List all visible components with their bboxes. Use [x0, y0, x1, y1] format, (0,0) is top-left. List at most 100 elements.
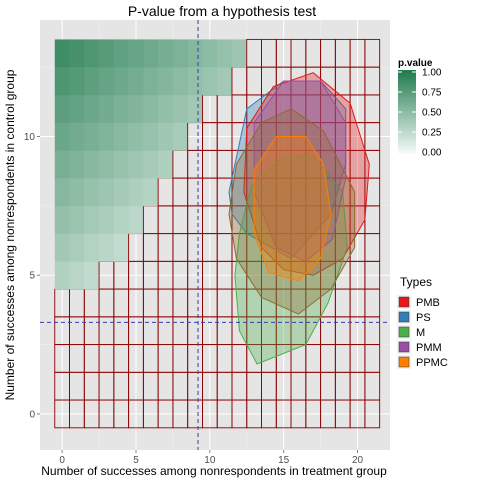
pvalue-cell — [113, 94, 129, 123]
pvalue-cell — [113, 233, 129, 262]
pvalue-cell — [69, 261, 85, 290]
legend: Types PMB PS M PMM PPMC — [397, 275, 448, 369]
region-m — [234, 155, 348, 365]
x-tick-label: 20 — [352, 455, 364, 466]
y-axis-label: Number of successes among nonrespondents… — [3, 69, 17, 400]
pvalue-cell — [99, 39, 115, 68]
pvalue-cell — [143, 122, 159, 151]
legend-swatch — [398, 311, 410, 323]
colorbar-tick-label: 0.25 — [422, 128, 442, 139]
colorbar-title: p.value — [398, 58, 433, 69]
pvalue-cell — [69, 205, 85, 234]
pvalue-cell — [128, 205, 144, 234]
pvalue-cell — [172, 122, 188, 151]
colorbar-gradient — [398, 70, 416, 154]
chart-title: P-value from a hypothesis test — [128, 3, 316, 19]
pvalue-cell — [69, 150, 85, 179]
pvalue-cell — [99, 122, 115, 151]
y-axis-ticks: 0 5 10 — [24, 132, 40, 420]
pvalue-cell — [187, 94, 203, 123]
pvalue-cell — [54, 205, 70, 234]
x-tick-label: 15 — [278, 455, 290, 466]
pvalue-cell — [128, 150, 144, 179]
pvalue-cell — [143, 39, 159, 68]
pvalue-cell — [84, 233, 100, 262]
pvalue-cell — [128, 178, 144, 207]
pvalue-cell — [84, 122, 100, 151]
pvalue-cell — [231, 39, 248, 68]
pvalue-cell — [84, 261, 100, 290]
pvalue-cell — [202, 39, 218, 68]
colorbar-tick-label: 0.50 — [422, 108, 442, 119]
legend-items: PMB PS M PMM PPMC — [397, 295, 448, 369]
pvalue-cell — [113, 67, 129, 96]
pvalue-cell — [172, 94, 188, 123]
pvalue-cell — [187, 39, 203, 68]
pvalue-cell — [99, 94, 115, 123]
region-pmm — [253, 80, 347, 262]
pvalue-cell — [99, 150, 115, 179]
legend-label: PMM — [416, 342, 442, 354]
legend-swatch — [398, 296, 410, 308]
legend-swatch — [398, 341, 410, 353]
pvalue-cell — [54, 67, 70, 96]
pvalue-cell — [158, 94, 174, 123]
y-tick-label: 5 — [29, 271, 35, 282]
y-tick-label: 10 — [24, 132, 36, 143]
pvalue-cell — [99, 178, 115, 207]
legend-label: M — [416, 327, 425, 339]
pvalue-cell — [69, 94, 85, 123]
colorbar-tick-label: 1.00 — [422, 68, 442, 79]
pvalue-cell — [69, 67, 85, 96]
pvalue-cell — [54, 233, 70, 262]
pvalue-cell — [217, 39, 233, 68]
pvalue-cell — [202, 67, 218, 96]
pvalue-cell — [113, 39, 129, 68]
pvalue-cell — [54, 178, 70, 207]
pvalue-cell — [172, 67, 188, 96]
pvalue-cell — [54, 94, 70, 123]
pvalue-cell — [143, 94, 159, 123]
pvalue-cell — [128, 67, 144, 96]
pvalue-cell — [128, 39, 144, 68]
pvalue-cell — [128, 94, 144, 123]
pvalue-cell — [99, 67, 115, 96]
x-tick-label: 10 — [204, 455, 216, 466]
colorbar-ticks: 1.00 0.75 0.50 0.25 0.00 — [398, 68, 442, 159]
pvalue-cell — [69, 122, 85, 151]
pvalue-cell — [84, 67, 100, 96]
pvalue-cell — [84, 150, 100, 179]
type-regions — [228, 72, 370, 365]
pvalue-cell — [158, 122, 174, 151]
heatmap-cells — [54, 38, 381, 429]
reference-lines — [40, 20, 390, 450]
pvalue-cell — [69, 178, 85, 207]
colorbar: p.value 1.00 0.75 0.50 0.25 0.00 — [398, 58, 442, 159]
y-tick-label: 0 — [29, 409, 35, 420]
heatmap-cell — [364, 38, 381, 68]
pvalue-cell — [69, 233, 85, 262]
pvalue-cell — [158, 150, 174, 179]
pvalue-cell — [113, 122, 129, 151]
pvalue-cell — [54, 39, 70, 68]
pvalue-cell — [54, 150, 70, 179]
pvalue-cell — [143, 178, 159, 207]
pvalue-cell — [158, 39, 174, 68]
pvalue-cell — [99, 205, 115, 234]
legend-swatch — [398, 356, 410, 368]
pvalue-cell — [84, 94, 100, 123]
legend-swatch — [398, 326, 410, 338]
x-tick-label: 5 — [133, 455, 139, 466]
colorbar-tick-label: 0.75 — [422, 88, 442, 99]
pvalue-cell — [113, 150, 129, 179]
legend-title: Types — [400, 275, 432, 289]
pvalue-cell — [84, 178, 100, 207]
legend-label: PPMC — [416, 357, 448, 369]
legend-label: PS — [416, 312, 431, 324]
pvalue-cell — [84, 39, 100, 68]
region-ppmc — [253, 136, 332, 282]
pvalue-cell — [99, 233, 115, 262]
legend-label: PMB — [416, 297, 440, 309]
pvalue-cell — [128, 122, 144, 151]
pvalue-cell — [54, 261, 70, 290]
